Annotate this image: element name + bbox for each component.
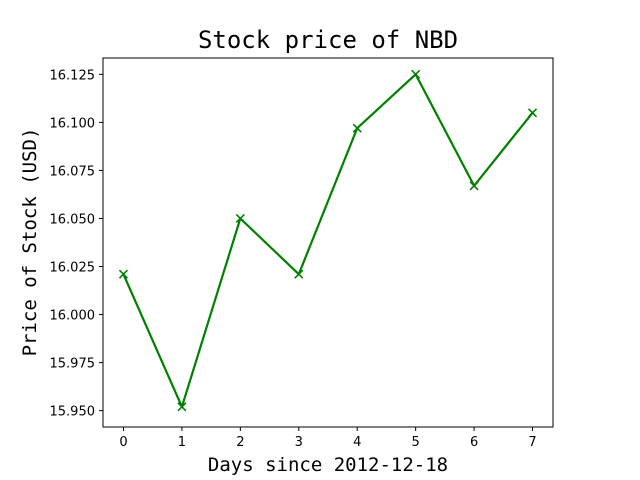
- y-tick-label-6: 16.100: [50, 116, 96, 131]
- y-tick-label-3: 16.025: [50, 261, 96, 276]
- data-point-3: [294, 269, 304, 279]
- data-point-0: [118, 269, 129, 279]
- y-tick-label-1: 15.975: [50, 357, 96, 372]
- chart-title: Stock price of NBD: [198, 26, 458, 54]
- x-tick-label-1: 1: [178, 435, 186, 450]
- x-tick-label-6: 6: [470, 435, 478, 450]
- data-point-1: [177, 402, 187, 412]
- data-point-7: [527, 108, 538, 118]
- y-axis-label: Price of Stock (USD): [19, 128, 41, 357]
- x-tick-label-5: 5: [412, 435, 420, 450]
- data-point-5: [411, 69, 421, 79]
- y-tick-label-4: 16.050: [50, 212, 96, 227]
- y-tick-label-7: 16.125: [50, 68, 96, 83]
- y-tick-label-0: 15.950: [50, 405, 96, 420]
- data-point-6: [469, 181, 479, 191]
- y-tick-label-5: 16.075: [50, 164, 96, 179]
- x-tick-label-2: 2: [236, 435, 244, 450]
- y-tick-label-2: 16.000: [50, 309, 96, 324]
- series-line-0: [122, 73, 534, 408]
- x-tick-label-3: 3: [295, 435, 303, 450]
- data-point-4: [352, 123, 362, 133]
- x-axis-label: Days since 2012-12-18: [208, 454, 448, 476]
- x-tick-label-7: 7: [528, 435, 536, 450]
- plot-frame: [102, 57, 554, 428]
- plot-area: 0 1 2 3 4 5 6 7 15.950 15.975 16.000 16.025 16.050 16…: [50, 68, 538, 450]
- x-tick-label-4: 4: [353, 435, 361, 450]
- x-tick-label-0: 0: [119, 435, 127, 450]
- data-point-2: [235, 213, 245, 224]
